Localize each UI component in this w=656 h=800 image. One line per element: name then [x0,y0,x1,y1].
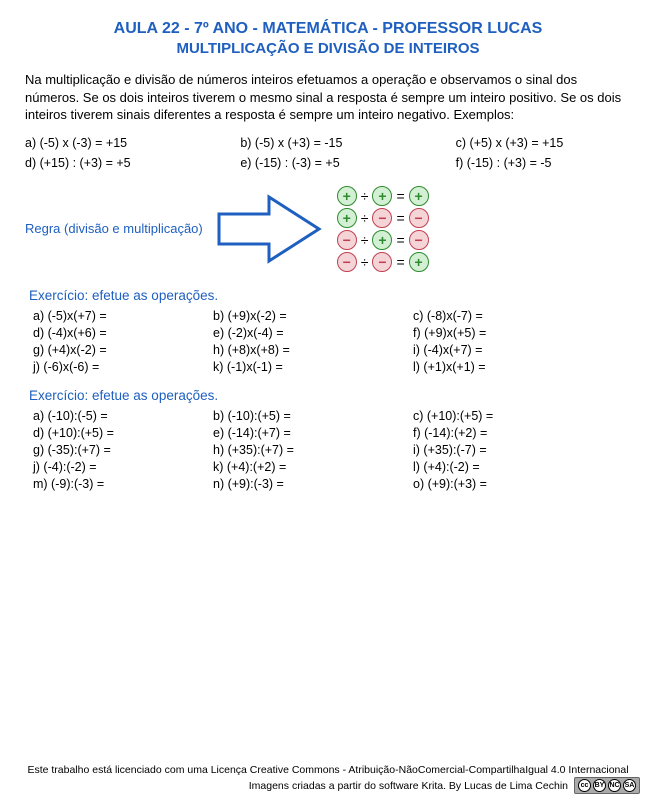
arrow-icon [209,189,329,269]
cc-badge-icon: cc BY NC SA [574,777,640,794]
exercise-item: l) (+4):(-2) = [413,460,631,474]
example-f: f) (-15) : (+3) = -5 [456,156,631,170]
plus-sign-icon: + [409,186,429,206]
divide-op: ÷ [360,210,370,226]
plus-sign-icon: + [409,252,429,272]
exercise-item: c) (+10):(+5) = [413,409,631,423]
exercise-item: n) (+9):(-3) = [213,477,413,491]
cc-by-icon: BY [593,779,606,792]
exercise-1-title: Exercício: efetue as operações. [29,288,631,303]
exercise-2-grid: a) (-10):(-5) =b) (-10):(+5) =c) (+10):(… [33,409,631,491]
divide-op: ÷ [360,188,370,204]
exercise-item: m) (-9):(-3) = [33,477,213,491]
equals-op: = [395,188,405,204]
cc-icon: cc [578,779,591,792]
example-d: d) (+15) : (+3) = +5 [25,156,200,170]
exercise-item: d) (-4)x(+6) = [33,326,213,340]
sign-rule-row: +÷+=+ [337,186,429,206]
example-b: b) (-5) x (+3) = -15 [240,136,415,150]
exercise-item: k) (-1)x(-1) = [213,360,413,374]
exercise-item: h) (+35):(+7) = [213,443,413,457]
exercise-item: a) (-10):(-5) = [33,409,213,423]
minus-sign-icon: − [337,230,357,250]
plus-sign-icon: + [337,186,357,206]
page-title-1: AULA 22 - 7º ANO - MATEMÁTICA - PROFESSO… [25,20,631,38]
exercise-item: g) (+4)x(-2) = [33,343,213,357]
credits-text: Imagens criadas a partir do software Kri… [249,780,568,792]
equals-op: = [395,210,405,226]
examples-row-2: d) (+15) : (+3) = +5 e) (-15) : (-3) = +… [25,156,631,170]
minus-sign-icon: − [409,230,429,250]
sign-rule-row: +÷−=− [337,208,429,228]
exercise-item: f) (-14):(+2) = [413,426,631,440]
example-e: e) (-15) : (-3) = +5 [240,156,415,170]
divide-op: ÷ [360,254,370,270]
exercise-item: o) (+9):(+3) = [413,477,631,491]
sign-rule-row: −÷+=− [337,230,429,250]
exercise-item: b) (-10):(+5) = [213,409,413,423]
page-title-2: MULTIPLICAÇÃO E DIVISÃO DE INTEIROS [25,40,631,57]
examples-row-1: a) (-5) x (-3) = +15 b) (-5) x (+3) = -1… [25,136,631,150]
equals-op: = [395,232,405,248]
exercise-item: e) (-2)x(-4) = [213,326,413,340]
rule-block: Regra (divisão e multiplicação) +÷+=++÷−… [25,184,631,274]
minus-sign-icon: − [409,208,429,228]
exercise-2-title: Exercício: efetue as operações. [29,388,631,403]
exercise-item: i) (+35):(-7) = [413,443,631,457]
exercise-item: f) (+9)x(+5) = [413,326,631,340]
minus-sign-icon: − [337,252,357,272]
example-c: c) (+5) x (+3) = +15 [456,136,631,150]
intro-paragraph: Na multiplicação e divisão de números in… [25,71,631,124]
plus-sign-icon: + [337,208,357,228]
exercise-item: j) (-4):(-2) = [33,460,213,474]
credits-footer: Imagens criadas a partir do software Kri… [0,777,656,794]
exercise-item: g) (-35):(+7) = [33,443,213,457]
plus-sign-icon: + [372,230,392,250]
exercise-item: h) (+8)x(+8) = [213,343,413,357]
rule-label: Regra (divisão e multiplicação) [25,221,203,236]
cc-sa-icon: SA [623,779,636,792]
exercise-item: c) (-8)x(-7) = [413,309,631,323]
license-footer: Este trabalho está licenciado com uma Li… [0,764,656,776]
exercise-item: a) (-5)x(+7) = [33,309,213,323]
example-a: a) (-5) x (-3) = +15 [25,136,200,150]
exercise-item: i) (-4)x(+7) = [413,343,631,357]
exercise-1-grid: a) (-5)x(+7) =b) (+9)x(-2) =c) (-8)x(-7)… [33,309,631,374]
exercise-item: j) (-6)x(-6) = [33,360,213,374]
minus-sign-icon: − [372,208,392,228]
exercise-item: d) (+10):(+5) = [33,426,213,440]
sign-rule-row: −÷−=+ [337,252,429,272]
cc-nc-icon: NC [608,779,621,792]
minus-sign-icon: − [372,252,392,272]
exercise-item: b) (+9)x(-2) = [213,309,413,323]
divide-op: ÷ [360,232,370,248]
equals-op: = [395,254,405,270]
exercise-item: e) (-14):(+7) = [213,426,413,440]
exercise-item: l) (+1)x(+1) = [413,360,631,374]
plus-sign-icon: + [372,186,392,206]
sign-table: +÷+=++÷−=−−÷+=−−÷−=+ [337,184,429,274]
exercise-item: k) (+4):(+2) = [213,460,413,474]
